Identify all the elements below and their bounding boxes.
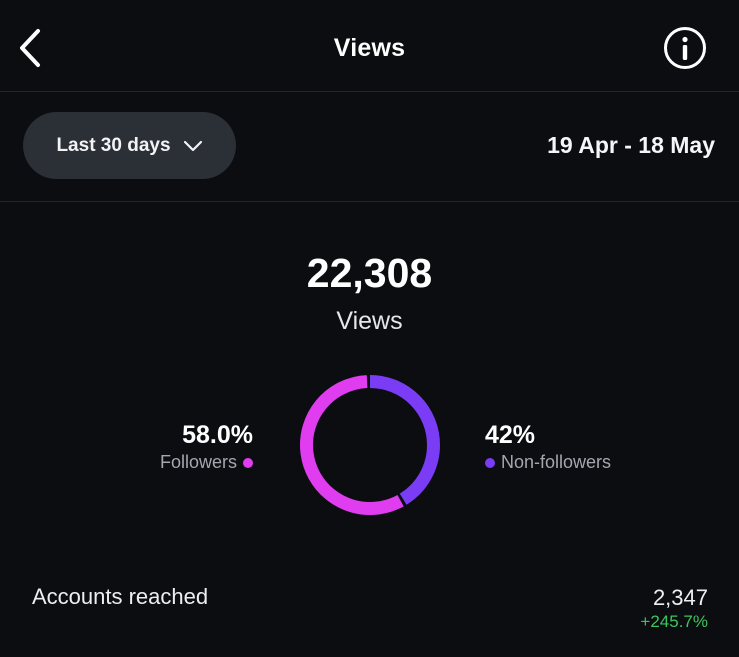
date-range-text: 19 Apr - 18 May — [547, 132, 715, 158]
chevron-left-icon — [20, 29, 40, 67]
accounts-reached-value: 2,347 — [652, 585, 708, 610]
accounts-reached-label: Accounts reached — [32, 584, 209, 609]
page-title: Views — [333, 34, 406, 62]
date-filter-row: Last 30 days 19 Apr - 18 May — [0, 92, 739, 202]
back-button[interactable] — [10, 24, 50, 72]
info-button[interactable] — [662, 25, 708, 71]
chevron-down-icon — [183, 140, 202, 151]
non-followers-label: Non-followers — [501, 452, 612, 472]
non-followers-stat: 42% Non-followers — [485, 420, 611, 473]
followers-legend-dot — [243, 457, 253, 468]
followers-segment — [300, 375, 440, 515]
top-bar: Views — [0, 0, 739, 92]
non-followers-segment — [300, 375, 440, 515]
total-views-value: 22,308 — [306, 250, 433, 296]
followers-stat: 58.0% Followers — [160, 420, 253, 473]
non-followers-legend-dot — [485, 457, 495, 468]
date-range-dropdown[interactable]: Last 30 days — [23, 112, 236, 179]
total-views-label: Views — [336, 307, 403, 335]
followers-label: Followers — [159, 452, 237, 472]
audience-donut-chart — [300, 375, 440, 515]
followers-percent: 58.0% — [182, 421, 253, 449]
info-icon — [664, 27, 706, 69]
non-followers-percent: 42% — [485, 421, 536, 449]
date-range-dropdown-label: Last 30 days — [56, 134, 171, 156]
accounts-reached-change: +245.7% — [640, 612, 708, 631]
